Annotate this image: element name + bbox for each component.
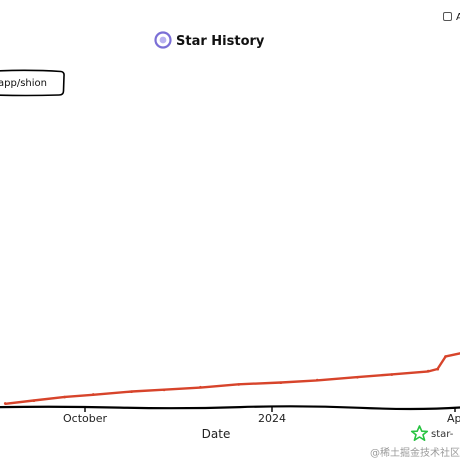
series-point [3, 402, 7, 405]
series-line-0 [4, 352, 460, 405]
chart-legend: app/shion [0, 69, 65, 97]
series-point [436, 367, 440, 371]
legend-box [0, 69, 65, 97]
toggle-checkbox-label: A [456, 12, 460, 23]
footer-brand-text: star- [431, 429, 454, 440]
series-point [279, 381, 283, 385]
series-point [130, 390, 133, 394]
star-history-logo-icon-inner [159, 36, 167, 44]
footer-brand: star- [410, 425, 454, 441]
watermark: @稀土掘金技术社区 [370, 446, 460, 459]
series-point [199, 385, 202, 389]
series-point [63, 395, 66, 399]
x-tick-label-2024: 2024 [258, 412, 286, 425]
x-axis [0, 405, 460, 411]
series-layer [3, 352, 460, 405]
series-point [356, 376, 359, 379]
x-axis-line [0, 405, 460, 411]
toggle-checkbox[interactable] [443, 12, 452, 21]
x-tick-label-october: October [63, 412, 107, 425]
legend-entry-0: app/shion [0, 78, 47, 89]
x-tick-label-ap: Ap [447, 412, 460, 425]
series-point [32, 399, 36, 403]
x-axis-title: Date [202, 427, 231, 441]
series-point [390, 373, 394, 376]
series-point [444, 355, 447, 358]
x-tick-labels: October 2024 Ap [63, 407, 460, 425]
chart-title: Star History [154, 31, 265, 49]
series-point [92, 393, 95, 396]
series-point [315, 378, 319, 382]
chart-title-text: Star History [176, 34, 265, 49]
series-point [162, 388, 166, 392]
series-point [237, 383, 240, 386]
series-point [426, 369, 430, 373]
green-star-icon [410, 425, 429, 441]
